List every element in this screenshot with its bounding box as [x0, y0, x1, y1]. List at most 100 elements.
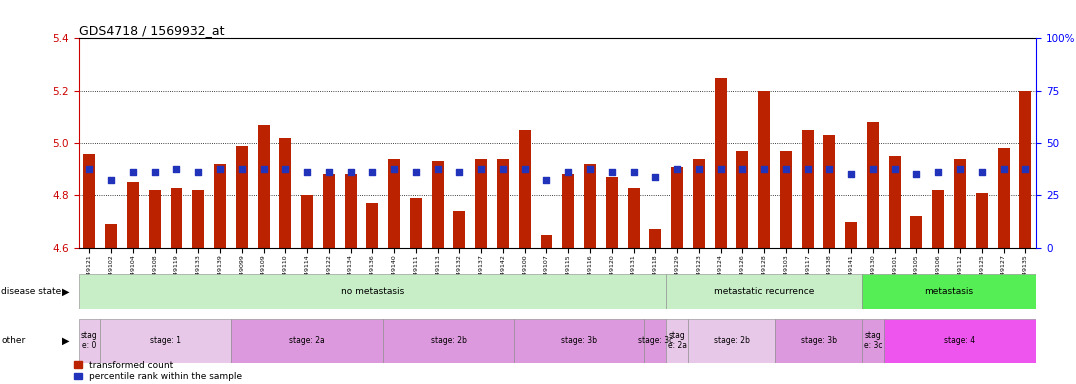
Bar: [170, 187, 183, 248]
Bar: [431, 161, 443, 248]
Bar: [883, 319, 1036, 363]
Bar: [79, 319, 100, 363]
Text: other: other: [1, 336, 26, 345]
Point: [385, 166, 402, 172]
Point: [887, 166, 904, 172]
Text: ▶: ▶: [62, 286, 70, 296]
Bar: [671, 167, 683, 248]
Point: [516, 166, 534, 172]
Bar: [214, 164, 226, 248]
Text: stage: 2b: stage: 2b: [713, 336, 749, 345]
Point: [538, 177, 555, 183]
Bar: [649, 229, 662, 248]
Bar: [802, 130, 813, 248]
Point: [951, 166, 968, 172]
Point: [81, 166, 98, 172]
Bar: [997, 148, 1009, 248]
Point: [321, 169, 338, 175]
Point: [146, 169, 164, 175]
Point: [255, 166, 272, 172]
Bar: [383, 319, 514, 363]
Text: stage: 4: stage: 4: [945, 336, 976, 345]
Text: stag
e: 2a: stag e: 2a: [667, 331, 686, 351]
Bar: [301, 195, 313, 248]
Bar: [105, 224, 117, 248]
Bar: [627, 187, 639, 248]
Bar: [666, 319, 688, 363]
Point: [451, 169, 468, 175]
Point: [843, 171, 860, 177]
Bar: [476, 159, 487, 248]
Bar: [367, 203, 379, 248]
Bar: [780, 151, 792, 248]
Bar: [100, 319, 231, 363]
Bar: [823, 135, 835, 248]
Point: [690, 166, 707, 172]
Bar: [388, 159, 400, 248]
Point: [581, 166, 598, 172]
Bar: [606, 177, 618, 248]
Point: [233, 166, 251, 172]
Bar: [84, 154, 96, 248]
Bar: [323, 174, 335, 248]
Text: stage: 3b: stage: 3b: [801, 336, 836, 345]
Bar: [236, 146, 247, 248]
Point: [472, 166, 490, 172]
Bar: [759, 91, 770, 248]
Point: [494, 166, 511, 172]
Point: [647, 174, 664, 180]
Point: [560, 169, 577, 175]
Point: [102, 177, 119, 183]
Bar: [666, 274, 862, 309]
Point: [277, 166, 294, 172]
Bar: [976, 193, 988, 248]
Point: [777, 166, 794, 172]
Point: [168, 166, 185, 172]
Point: [189, 169, 207, 175]
Text: metastatic recurrence: metastatic recurrence: [714, 287, 815, 296]
Text: stage: 2b: stage: 2b: [430, 336, 467, 345]
Point: [973, 169, 990, 175]
Bar: [344, 174, 356, 248]
Text: GDS4718 / 1569932_at: GDS4718 / 1569932_at: [79, 24, 224, 37]
Bar: [775, 319, 862, 363]
Point: [211, 166, 228, 172]
Bar: [688, 319, 775, 363]
Bar: [519, 130, 530, 248]
Point: [298, 169, 315, 175]
Text: stage: 3c: stage: 3c: [638, 336, 672, 345]
Bar: [497, 159, 509, 248]
Bar: [280, 138, 292, 248]
Point: [734, 166, 751, 172]
Bar: [736, 151, 748, 248]
Point: [908, 171, 925, 177]
Bar: [714, 78, 726, 248]
Point: [625, 169, 642, 175]
Bar: [1019, 91, 1031, 248]
Text: stage: 3b: stage: 3b: [561, 336, 597, 345]
Text: no metastasis: no metastasis: [341, 287, 404, 296]
Point: [995, 166, 1013, 172]
Bar: [862, 274, 1036, 309]
Legend: transformed count, percentile rank within the sample: transformed count, percentile rank withi…: [74, 361, 242, 381]
Bar: [540, 235, 552, 248]
Bar: [910, 216, 922, 248]
Text: stage: 2a: stage: 2a: [289, 336, 325, 345]
Bar: [954, 159, 966, 248]
Bar: [693, 159, 705, 248]
Bar: [867, 122, 879, 248]
Point: [712, 166, 730, 172]
Bar: [584, 164, 596, 248]
Bar: [563, 174, 575, 248]
Point: [125, 169, 142, 175]
Bar: [127, 182, 139, 248]
Bar: [410, 198, 422, 248]
Text: disease state: disease state: [1, 287, 61, 296]
Point: [429, 166, 447, 172]
Bar: [148, 190, 160, 248]
Point: [930, 169, 947, 175]
Point: [755, 166, 773, 172]
Text: stage: 1: stage: 1: [151, 336, 181, 345]
Text: stag
e: 3c: stag e: 3c: [864, 331, 882, 351]
Point: [864, 166, 881, 172]
